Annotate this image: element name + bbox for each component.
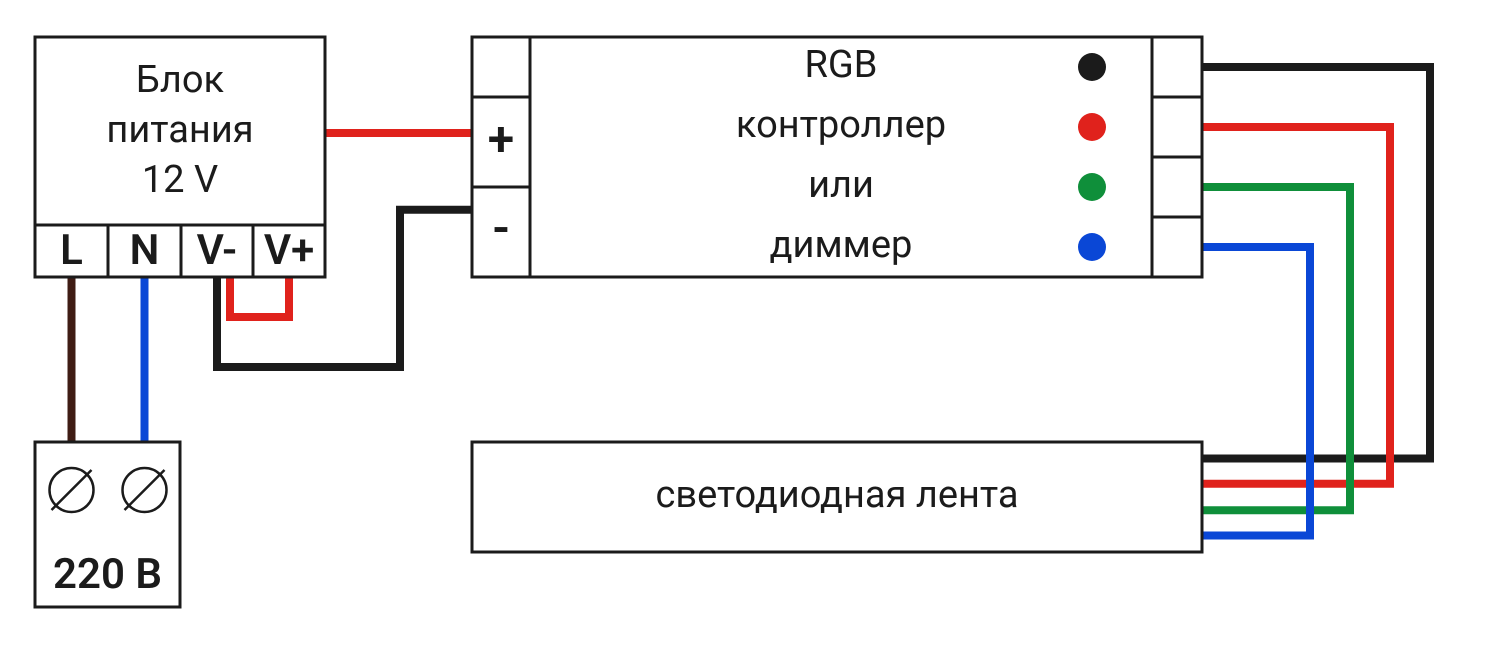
wire-rgb-blue	[1202, 247, 1310, 536]
controller-text-2: контроллер	[736, 103, 946, 147]
led-strip-label: светодиодная лента	[655, 473, 1018, 517]
wiring-diagram: Блок питания 12 V LN V- V+ 220 В + - RGB контролле…	[0, 0, 1500, 650]
controller-dot-icon	[1078, 233, 1106, 261]
psu-title-2: питания	[106, 108, 253, 152]
controller-dot-icon	[1078, 173, 1106, 201]
ctrl-minus-label: -	[492, 199, 510, 256]
psu-terminal-label: V+	[264, 226, 314, 275]
psu-terminal-label: N	[130, 226, 160, 275]
controller-text-4: диммер	[770, 223, 913, 267]
ctrl-plus-label: +	[488, 110, 514, 167]
controller-dot-icon	[1078, 53, 1106, 81]
psu-terminal-label: V-	[197, 226, 238, 275]
ctrl-out-cell	[1152, 157, 1202, 217]
psu-title-1: Блок	[136, 58, 225, 102]
controller-text-3: или	[808, 163, 874, 207]
controller-dot-icon	[1078, 113, 1106, 141]
wire-rgb-red	[1202, 127, 1390, 484]
ctrl-out-cell	[1152, 37, 1202, 97]
controller-text-1: RGB	[805, 43, 878, 87]
psu-terminal-label: L	[60, 226, 83, 275]
ctrl-in-cell	[472, 37, 530, 97]
mains-label: 220 В	[53, 550, 162, 599]
ctrl-out-cell	[1152, 217, 1202, 277]
ctrl-out-cell	[1152, 97, 1202, 157]
psu-title-3: 12 V	[142, 158, 218, 202]
